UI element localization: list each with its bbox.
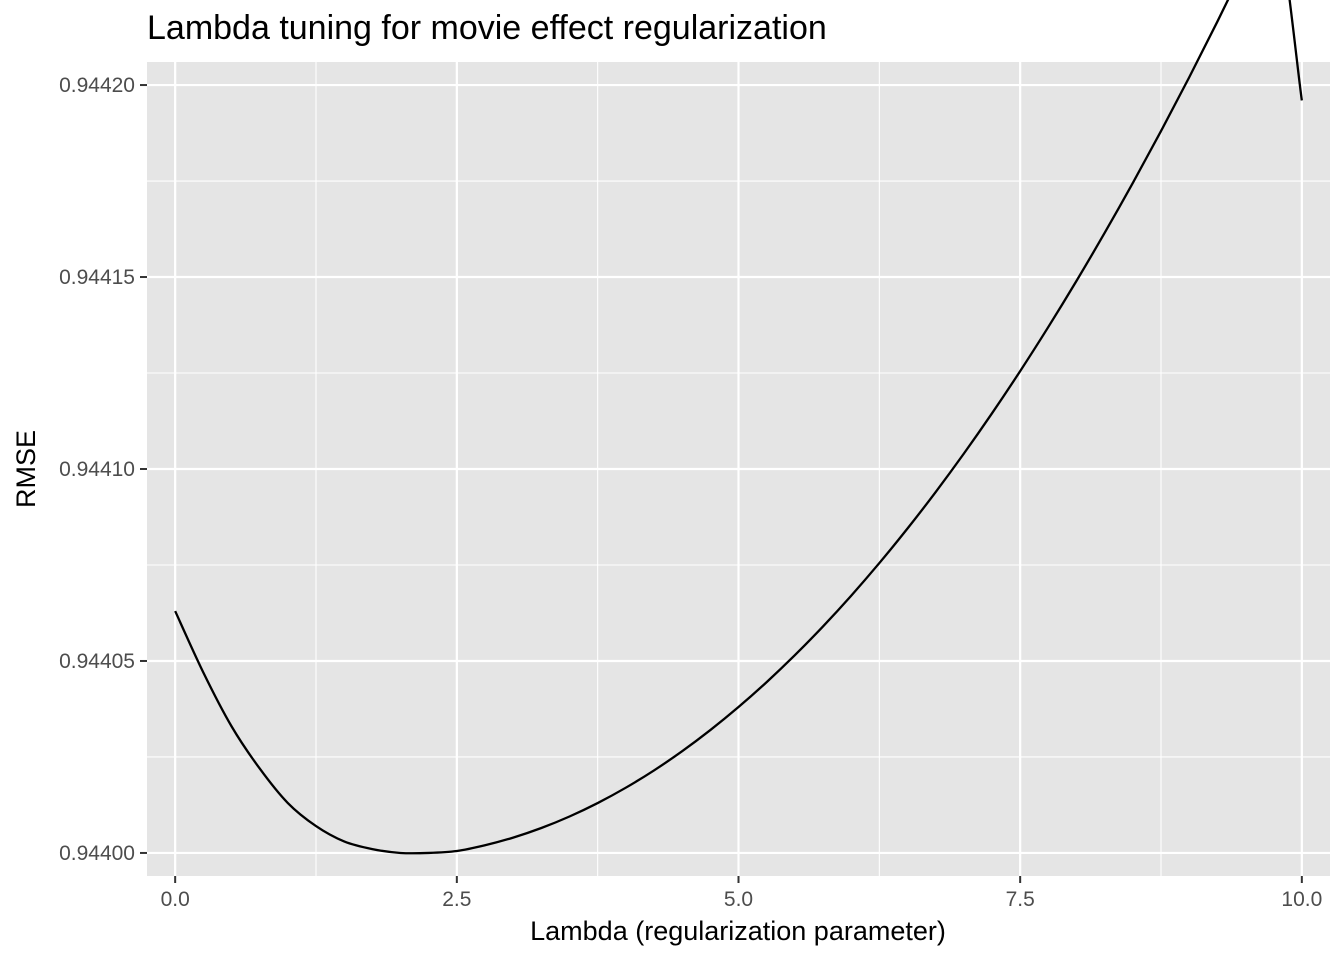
x-axis: 0.0 2.5 5.0 7.5 10.0 [161,876,1322,911]
y-tick-label: 0.94400 [59,842,135,865]
x-tick-label: 7.5 [1006,888,1035,911]
y-tick-label: 0.94415 [59,266,135,289]
y-axis: 0.94400 0.94405 0.94410 0.94415 0.94420 [59,74,147,865]
x-tick-label: 5.0 [724,888,753,911]
y-tick-label: 0.94410 [59,458,135,481]
x-axis-title: Lambda (regularization parameter) [530,916,946,946]
x-tick-label: 10.0 [1281,888,1322,911]
chart-title: Lambda tuning for movie effect regulariz… [147,9,827,47]
y-axis-title: RMSE [11,430,41,508]
rmse-series-line [174,0,1303,855]
x-tick-label: 2.5 [442,888,471,911]
y-tick-label: 0.94405 [59,650,135,673]
y-tick-label: 0.94420 [59,74,135,97]
x-tick-label: 0.0 [161,888,190,911]
major-gridlines [147,62,1330,876]
